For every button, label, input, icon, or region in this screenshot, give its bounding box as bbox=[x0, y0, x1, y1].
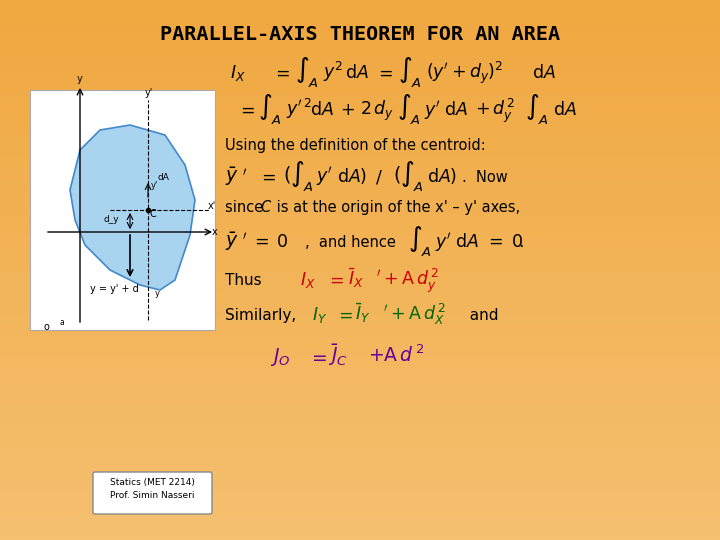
Text: C: C bbox=[260, 200, 270, 215]
Text: $' + \mathrm{A}\,d_y^{\,2}$: $' + \mathrm{A}\,d_y^{\,2}$ bbox=[376, 267, 439, 295]
Text: $\mathrm{d}A)$: $\mathrm{d}A)$ bbox=[427, 166, 457, 186]
FancyBboxPatch shape bbox=[30, 90, 215, 330]
Text: $= \; 0$: $= \; 0$ bbox=[485, 233, 523, 251]
Text: $I_X$: $I_X$ bbox=[300, 270, 315, 290]
Text: y: y bbox=[77, 74, 83, 84]
Text: $y'^{\,2}$: $y'^{\,2}$ bbox=[286, 97, 312, 121]
Text: $=$: $=$ bbox=[237, 101, 255, 119]
Text: $\mathrm{d}A$: $\mathrm{d}A$ bbox=[310, 101, 333, 119]
Text: C: C bbox=[150, 209, 157, 219]
Text: Prof. Simin Nasseri: Prof. Simin Nasseri bbox=[109, 491, 194, 500]
Text: $=$: $=$ bbox=[272, 64, 290, 82]
Text: $2\,d_y$: $2\,d_y$ bbox=[360, 99, 395, 123]
Text: $=$: $=$ bbox=[258, 168, 276, 186]
Text: $+ \mathrm{A}\,d^{\,2}$: $+ \mathrm{A}\,d^{\,2}$ bbox=[368, 345, 424, 366]
Text: $=$: $=$ bbox=[335, 306, 353, 324]
Text: x: x bbox=[212, 227, 217, 237]
Text: $\bar{y}$: $\bar{y}$ bbox=[225, 165, 239, 188]
Text: $=$: $=$ bbox=[375, 64, 393, 82]
FancyBboxPatch shape bbox=[93, 472, 212, 514]
Text: $y'$: $y'$ bbox=[424, 98, 441, 122]
Text: $y'$: $y'$ bbox=[316, 165, 333, 188]
Text: $y'$: $y'$ bbox=[435, 231, 451, 253]
Text: Thus: Thus bbox=[225, 273, 261, 288]
Text: $\bar{I}_{X}$: $\bar{I}_{X}$ bbox=[348, 266, 364, 290]
Text: a: a bbox=[60, 318, 65, 327]
Text: d_y: d_y bbox=[103, 215, 119, 224]
Text: $.  $: $. $ bbox=[518, 233, 523, 251]
Text: $J_O$: $J_O$ bbox=[270, 346, 290, 368]
Text: $\int_A$: $\int_A$ bbox=[295, 56, 318, 90]
Text: Statics (MET 2214): Statics (MET 2214) bbox=[109, 478, 194, 487]
Text: is at the origin of the x' – y' axes,: is at the origin of the x' – y' axes, bbox=[272, 200, 520, 215]
Text: $\mathrm{d}A$: $\mathrm{d}A$ bbox=[444, 101, 468, 119]
Text: $\mathrm{d}A$: $\mathrm{d}A$ bbox=[532, 64, 556, 82]
Text: $\int_A$: $\int_A$ bbox=[398, 56, 421, 90]
Text: $\mathrm{d}A)$: $\mathrm{d}A)$ bbox=[337, 166, 367, 186]
Text: $(\int_A$: $(\int_A$ bbox=[393, 160, 424, 194]
Text: $\mathrm{d}A$: $\mathrm{d}A$ bbox=[553, 101, 577, 119]
Text: $\int_A$: $\int_A$ bbox=[397, 93, 420, 127]
Text: $' \;=\; 0$: $' \;=\; 0$ bbox=[242, 232, 289, 251]
Text: $(\int_A$: $(\int_A$ bbox=[283, 160, 314, 194]
Text: $+$: $+$ bbox=[340, 101, 355, 119]
Text: $+\,d_y^{\,2}$: $+\,d_y^{\,2}$ bbox=[475, 97, 516, 125]
Text: $\bar{J}_C$: $\bar{J}_C$ bbox=[328, 342, 348, 368]
Text: $\int_A$: $\int_A$ bbox=[408, 225, 431, 259]
Text: Similarly,: Similarly, bbox=[225, 308, 296, 323]
Text: dA: dA bbox=[158, 173, 170, 182]
Text: $\int_A$: $\int_A$ bbox=[258, 93, 282, 127]
Text: $\bar{I}_{Y}$: $\bar{I}_{Y}$ bbox=[355, 301, 371, 325]
Text: $=$: $=$ bbox=[326, 271, 344, 289]
Text: Using the definition of the centroid:: Using the definition of the centroid: bbox=[225, 138, 486, 153]
Text: $\mathrm{d}A$: $\mathrm{d}A$ bbox=[455, 233, 479, 251]
Text: y: y bbox=[155, 289, 160, 298]
Text: y': y' bbox=[145, 88, 153, 98]
Text: ,  and hence: , and hence bbox=[305, 235, 396, 250]
Text: $(y' + d_y)^2$: $(y' + d_y)^2$ bbox=[426, 60, 503, 86]
Text: PARALLEL-AXIS THEOREM FOR AN AREA: PARALLEL-AXIS THEOREM FOR AN AREA bbox=[160, 25, 560, 44]
Text: since: since bbox=[225, 200, 268, 215]
Text: $I_X$: $I_X$ bbox=[230, 63, 246, 83]
Text: o: o bbox=[44, 322, 50, 332]
Text: $/$: $/$ bbox=[375, 168, 383, 186]
Text: $\mathrm{d}A$: $\mathrm{d}A$ bbox=[345, 64, 369, 82]
Polygon shape bbox=[70, 125, 195, 290]
Text: $=$: $=$ bbox=[308, 347, 328, 366]
Text: $\int_A$: $\int_A$ bbox=[525, 93, 549, 127]
Text: y = y' + d: y = y' + d bbox=[90, 284, 139, 294]
Text: .  Now: . Now bbox=[462, 170, 508, 185]
Text: $'$: $'$ bbox=[242, 168, 248, 186]
Text: $I_Y$: $I_Y$ bbox=[312, 305, 328, 325]
Text: $' + \mathrm{A}\,d_X^{\,2}$: $' + \mathrm{A}\,d_X^{\,2}$ bbox=[383, 302, 446, 327]
Text: $\bar{y}$: $\bar{y}$ bbox=[225, 230, 239, 253]
Text: y': y' bbox=[151, 181, 158, 190]
Text: and: and bbox=[460, 308, 498, 323]
Text: $y^2$: $y^2$ bbox=[323, 60, 343, 84]
Text: x': x' bbox=[208, 201, 216, 211]
